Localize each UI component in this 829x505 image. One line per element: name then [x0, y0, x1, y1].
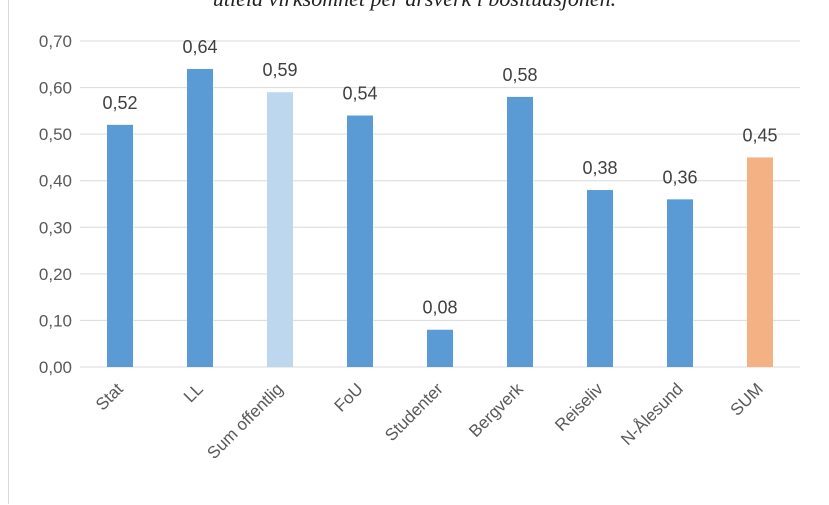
- y-axis-ticks: 0,00 0,10 0,20 0,30 0,40 0,50 0,60 0,70: [39, 32, 72, 377]
- x-tick-label: Stat: [92, 379, 127, 414]
- x-tick-label: Bergverk: [465, 379, 527, 441]
- x-tick-label: FoU: [331, 379, 367, 415]
- data-label: 0,45: [742, 125, 777, 145]
- y-tick-label: 0,40: [39, 172, 72, 191]
- bar: [347, 115, 373, 367]
- x-tick-label: N-Ålesund: [617, 379, 687, 449]
- data-label: 0,59: [262, 60, 297, 80]
- bar: [667, 199, 693, 367]
- bars: [107, 68, 773, 367]
- y-tick-label: 0,10: [39, 311, 72, 330]
- bar: [187, 68, 213, 367]
- data-label: 0,08: [422, 298, 457, 318]
- bar: [587, 190, 613, 367]
- data-label: 0,54: [342, 84, 377, 104]
- bar: [427, 329, 453, 367]
- y-tick-label: 0,70: [39, 32, 72, 51]
- data-label: 0,52: [102, 93, 137, 113]
- y-tick-label: 0,30: [39, 218, 72, 237]
- data-label: 0,36: [662, 167, 697, 187]
- data-label: 0,58: [502, 65, 537, 85]
- data-label: 0,64: [182, 37, 217, 57]
- y-tick-label: 0,00: [39, 358, 72, 377]
- bar: [747, 157, 773, 367]
- bar: [267, 92, 293, 367]
- data-labels: 0,52 0,64 0,59 0,54 0,08 0,58 0,38 0,36 0,45: [102, 37, 777, 318]
- x-tick-label: Reiseliv: [551, 379, 607, 435]
- chart-title: utleid virksomhet per årsverk i bosituas…: [0, 0, 829, 12]
- x-tick-label: SUM: [727, 379, 767, 419]
- x-tick-label: LL: [180, 379, 207, 406]
- bar: [507, 96, 533, 367]
- chart-frame: [8, 0, 826, 504]
- y-tick-label: 0,50: [39, 125, 72, 144]
- y-tick-label: 0,20: [39, 265, 72, 284]
- y-tick-label: 0,60: [39, 79, 72, 98]
- data-label: 0,38: [582, 158, 617, 178]
- x-tick-label: Studenter: [381, 379, 447, 445]
- bar: [107, 124, 133, 367]
- x-tick-label: Sum offentlig: [203, 379, 286, 462]
